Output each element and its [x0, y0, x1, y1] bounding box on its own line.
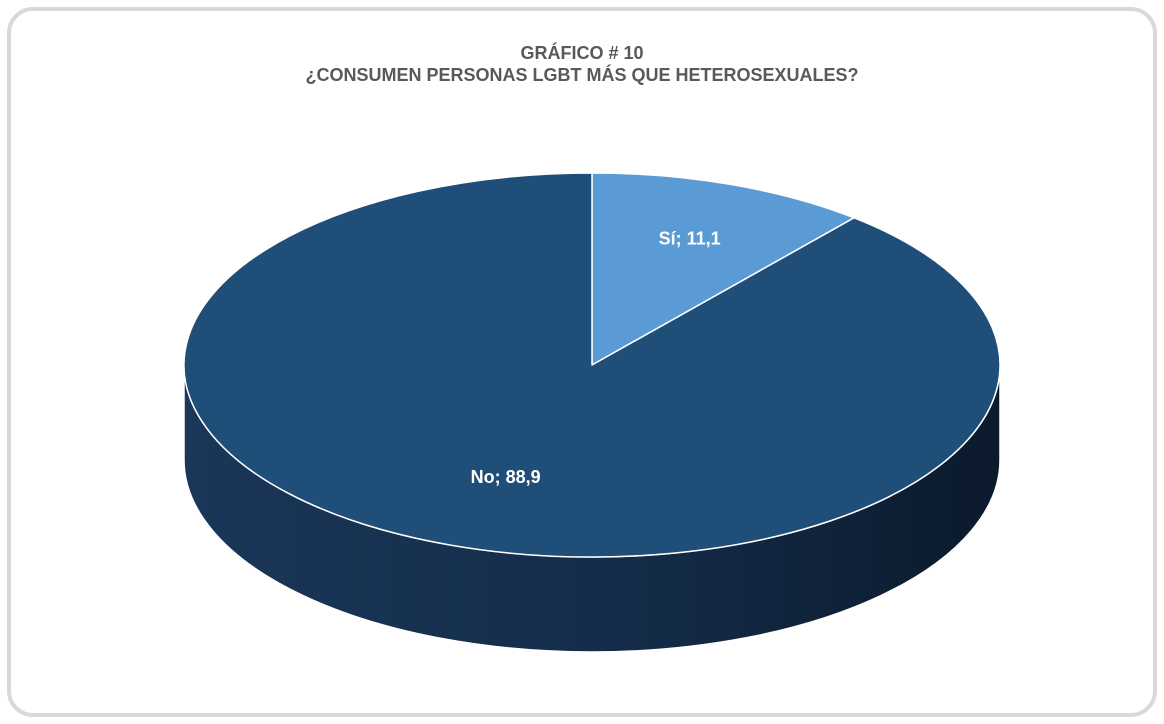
data-label-no: No; 88,9: [471, 467, 541, 487]
pie-slice-si: [591, 172, 855, 366]
pie-slice-no: [183, 172, 1001, 558]
chart-subtitle: ¿CONSUMEN PERSONAS LGBT MÁS QUE HETEROSE…: [305, 65, 859, 85]
chart-title-block: GRÁFICO # 10 ¿CONSUMEN PERSONAS LGBT MÁS…: [11, 42, 1153, 86]
chart-title: GRÁFICO # 10: [520, 43, 644, 63]
data-label-si: Sí; 11,1: [659, 229, 721, 249]
